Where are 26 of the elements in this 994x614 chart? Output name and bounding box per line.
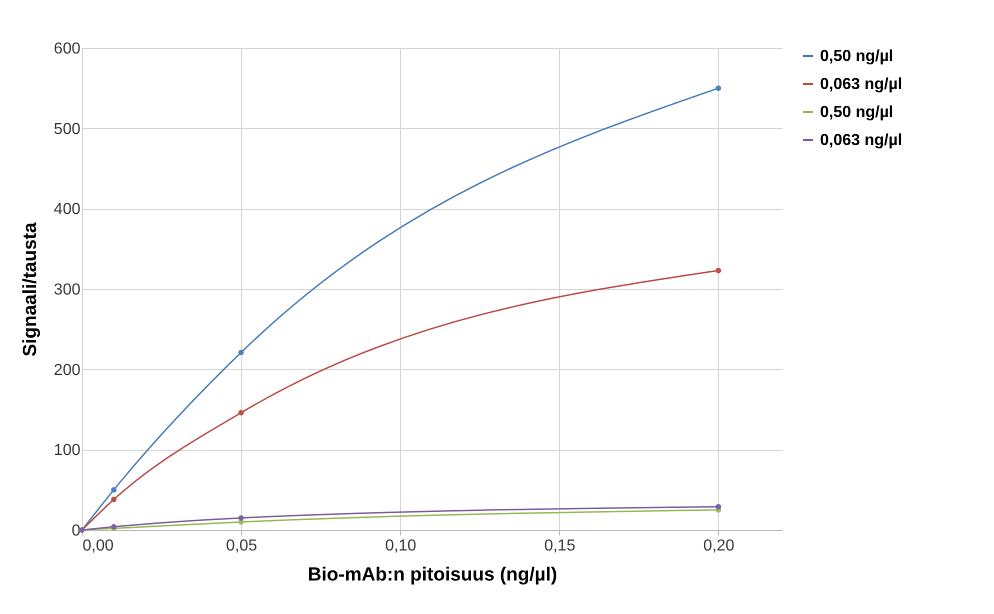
y-axis-title: Signaali/tausta xyxy=(20,222,41,357)
y-tick-label: 100 xyxy=(54,442,81,460)
x-tick-label: 0,10 xyxy=(385,538,416,554)
point xyxy=(716,85,722,91)
legend-label: 0,50 ng/µl xyxy=(820,104,894,121)
y-tick-label: 400 xyxy=(54,201,81,218)
point xyxy=(716,504,722,510)
point xyxy=(238,515,244,521)
x-tick-label: 0,00 xyxy=(82,538,114,554)
legend-label: 0,063 ng/µl xyxy=(820,132,902,149)
y-tick-label: 200 xyxy=(54,362,81,379)
point xyxy=(238,410,244,416)
point xyxy=(716,268,722,274)
y-tick-label: 0 xyxy=(72,522,81,540)
x-tick-label: 0,20 xyxy=(703,538,735,554)
point xyxy=(111,496,117,502)
point xyxy=(238,350,244,356)
legend-label: 0,063 ng/µl xyxy=(820,76,902,93)
x-tick-label: 0,15 xyxy=(544,538,576,554)
legend-label: 0,50 ng/µl xyxy=(820,48,894,65)
point xyxy=(111,487,117,493)
y-tick-label: 300 xyxy=(54,282,81,298)
y-tick-label: 500 xyxy=(54,120,81,138)
y-tick-label: 600 xyxy=(54,40,81,58)
x-axis-title: Bio-mAb:n pitoisuus (ng/µl) xyxy=(308,564,558,586)
x-tick-label: 0,05 xyxy=(226,538,258,554)
